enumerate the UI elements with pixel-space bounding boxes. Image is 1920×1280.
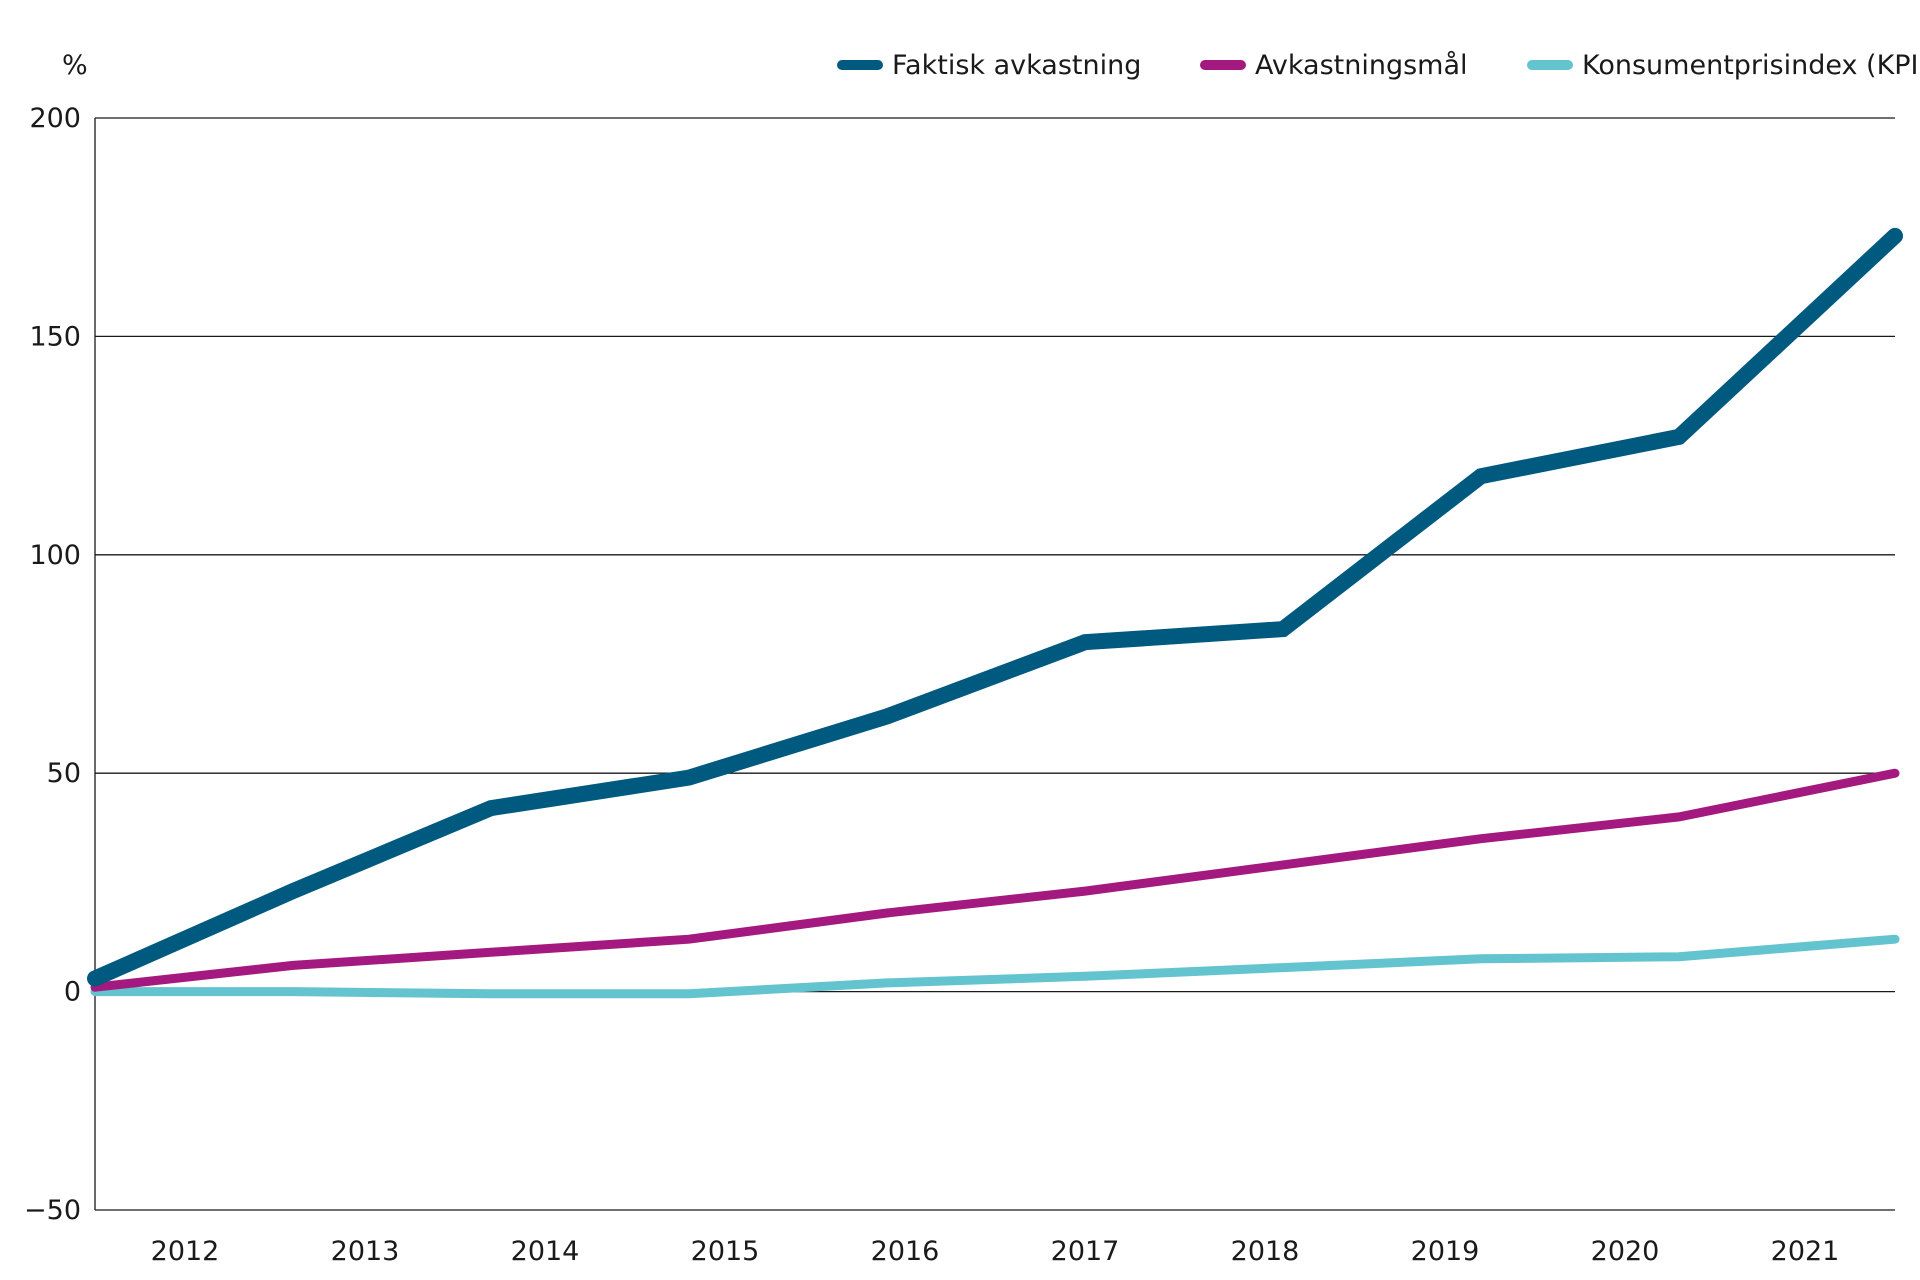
- y-tick-label: −50: [24, 1195, 81, 1226]
- x-tick-label: 2016: [871, 1236, 940, 1267]
- y-tick-label: 50: [47, 758, 81, 789]
- x-tick-label: 2020: [1591, 1236, 1660, 1267]
- x-tick-label: 2015: [691, 1236, 760, 1267]
- x-tick-label: 2019: [1411, 1236, 1480, 1267]
- legend-label: Avkastningsmål: [1255, 50, 1468, 81]
- legend-label: Faktisk avkastning: [892, 50, 1141, 81]
- series-line-konsumentprisindex-kpi: [90, 934, 1900, 999]
- series-line-faktisk-avkastning: [87, 227, 1903, 987]
- series-line-avkastningsm-l: [90, 768, 1900, 992]
- y-tick-label: 100: [29, 540, 81, 571]
- x-axis-ticks: 2012 2013 2014 2015 2016 2017 2018 2019 2020 2021: [151, 1236, 1840, 1267]
- y-tick-label: 150: [29, 321, 81, 352]
- y-axis-unit-label: %: [62, 50, 88, 81]
- x-tick-label: 2014: [511, 1236, 580, 1267]
- x-tick-label: 2012: [151, 1236, 220, 1267]
- legend-label: Konsumentprisindex (KPI): [1582, 50, 1920, 81]
- y-tick-label: 0: [64, 977, 81, 1008]
- x-tick-label: 2021: [1771, 1236, 1840, 1267]
- y-tick-label: 200: [29, 103, 81, 134]
- series-group: [87, 227, 1903, 999]
- x-tick-label: 2017: [1051, 1236, 1120, 1267]
- x-tick-label: 2013: [331, 1236, 400, 1267]
- grid-lines: [94, 117, 1895, 1211]
- x-tick-label: 2018: [1231, 1236, 1300, 1267]
- y-axis-ticks: −50 0 50 100 150 200: [24, 103, 81, 1226]
- legend: Faktisk avkastning Avkastningsmål Konsumen…: [837, 50, 1920, 81]
